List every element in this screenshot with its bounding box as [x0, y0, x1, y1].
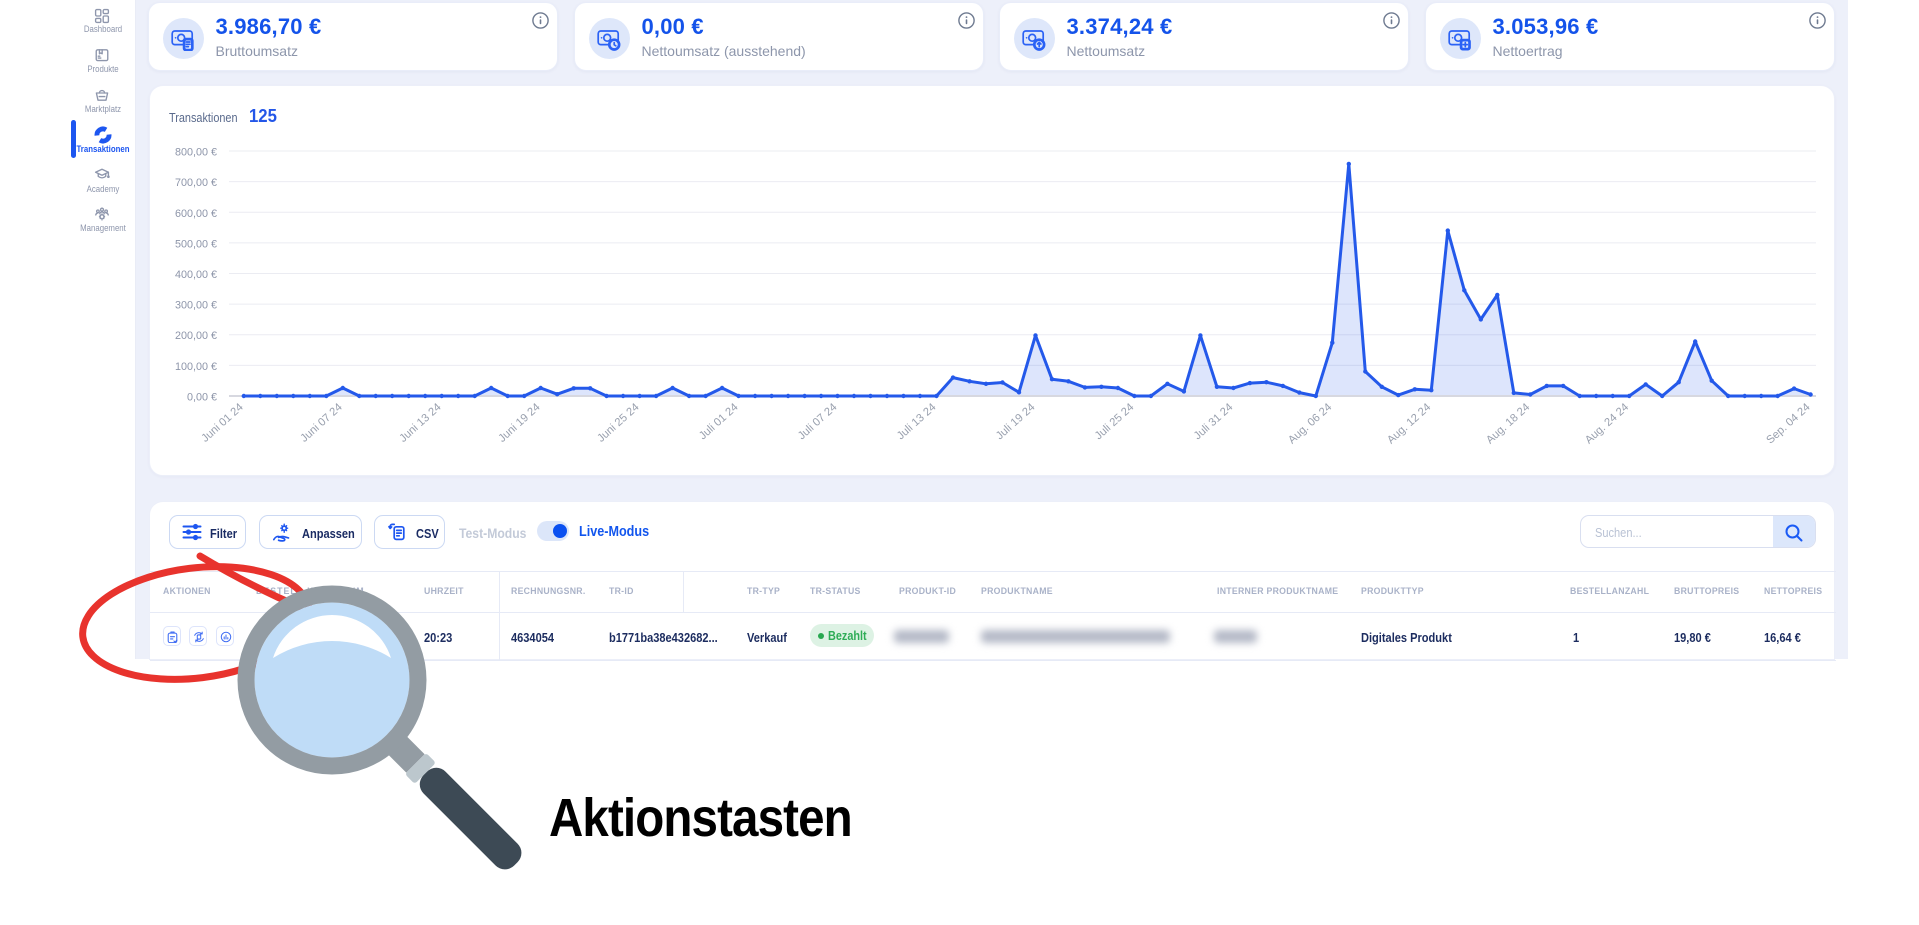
svg-text:700,00 €: 700,00 €: [175, 177, 217, 189]
svg-text:Juni 07 24: Juni 07 24: [298, 401, 344, 444]
svg-text:300,00 €: 300,00 €: [175, 300, 217, 312]
svg-text:Juli 19 24: Juli 19 24: [994, 401, 1038, 442]
svg-text:Aug. 06 24: Aug. 06 24: [1286, 401, 1334, 446]
svg-text:Juli 13 24: Juli 13 24: [895, 401, 939, 442]
svg-text:0,00 €: 0,00 €: [187, 392, 217, 404]
svg-text:500,00 €: 500,00 €: [175, 238, 217, 250]
svg-text:Juli 25 24: Juli 25 24: [1093, 401, 1137, 442]
svg-text:Juni 19 24: Juni 19 24: [496, 401, 542, 444]
svg-text:600,00 €: 600,00 €: [175, 208, 217, 220]
svg-text:Aug. 18 24: Aug. 18 24: [1484, 401, 1532, 446]
svg-text:200,00 €: 200,00 €: [175, 330, 217, 342]
svg-text:400,00 €: 400,00 €: [175, 269, 217, 281]
svg-text:Juli 31 24: Juli 31 24: [1192, 401, 1236, 442]
svg-text:Juni 25 24: Juni 25 24: [595, 401, 641, 444]
svg-text:100,00 €: 100,00 €: [175, 361, 217, 373]
svg-text:Sep. 04 24: Sep. 04 24: [1764, 401, 1812, 446]
svg-text:Juni 01 24: Juni 01 24: [199, 401, 245, 444]
svg-text:Aug. 24 24: Aug. 24 24: [1583, 401, 1631, 446]
svg-text:Juni 13 24: Juni 13 24: [397, 401, 443, 444]
svg-text:Juli 07 24: Juli 07 24: [796, 401, 840, 442]
svg-text:Aug. 12 24: Aug. 12 24: [1385, 401, 1433, 446]
svg-text:800,00 €: 800,00 €: [175, 147, 217, 159]
svg-text:Juli 01 24: Juli 01 24: [697, 401, 741, 442]
